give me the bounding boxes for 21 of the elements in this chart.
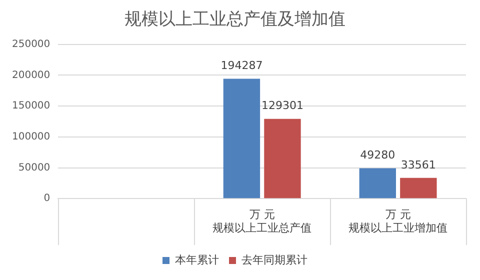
- y-tick-label: 0: [44, 193, 50, 204]
- data-label: 194287: [220, 59, 263, 72]
- bar: [359, 168, 396, 198]
- data-label: 49280: [360, 148, 396, 162]
- legend-label: 本年累计: [175, 253, 219, 266]
- text: 万 元: [385, 208, 411, 221]
- data-label: 129301: [261, 99, 304, 112]
- legend-label: 去年同期累计: [242, 253, 308, 266]
- bar: [264, 118, 301, 198]
- y-tick-label: 50000: [18, 162, 50, 174]
- text: 万 元: [249, 208, 275, 221]
- y-tick-label: 200000: [12, 70, 50, 81]
- y-tick-label: 250000: [12, 38, 50, 50]
- y-tick-label: 100000: [12, 132, 50, 143]
- x-tick-label: 规模以上工业总产值: [212, 221, 312, 234]
- chart-title: 规模以上工业总产值及增加值: [124, 10, 346, 30]
- x-tick-label: 规模以上工业增加值: [348, 221, 448, 234]
- data-label: 33561: [400, 158, 436, 172]
- y-tick-label: 150000: [12, 100, 50, 112]
- bar: [400, 178, 437, 198]
- bar: [223, 78, 260, 198]
